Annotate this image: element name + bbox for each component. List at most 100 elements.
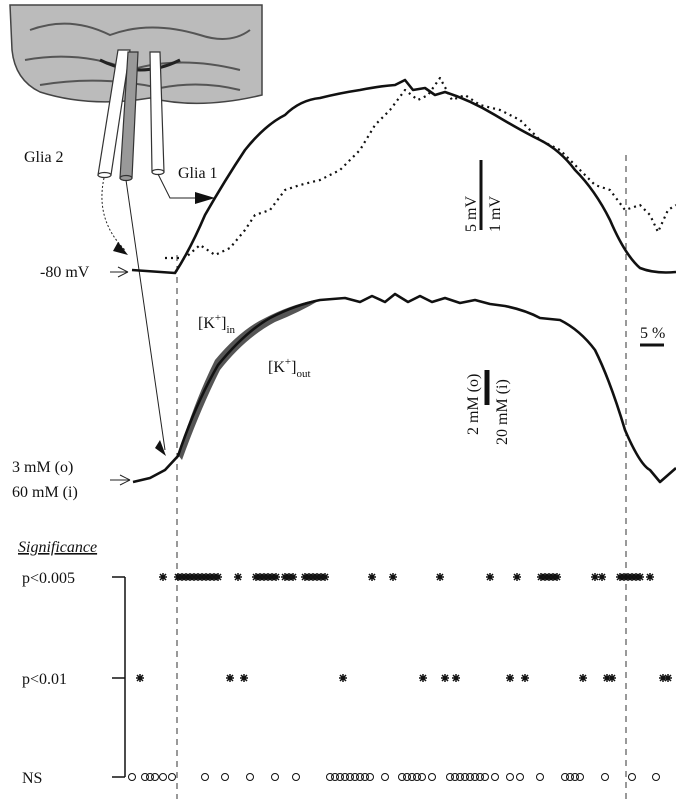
label: 1 mV [487,196,504,232]
connectors [101,173,205,486]
ns-circle [601,773,609,781]
ns-circle [201,773,209,781]
star [419,674,427,682]
arrow-head [155,440,166,456]
ns-circle [151,773,159,781]
ns-circle [366,773,374,781]
ns-circle [561,773,569,781]
ns-circle [516,773,524,781]
star [389,573,397,581]
ns-circle [398,773,406,781]
label: Glia 2 [24,149,64,166]
ns-circle [408,773,416,781]
k-trace [132,292,676,484]
ns-circle [446,773,454,781]
label: 5 mV [463,196,480,232]
ns-circle [576,773,584,781]
ns-circle [628,773,636,781]
ns-circle [351,773,359,781]
label: -80 mV [40,264,90,281]
ns-circle [246,773,254,781]
ns-circle [336,773,344,781]
star [136,674,144,682]
star [603,674,611,682]
ns-circle [418,773,426,781]
star [506,674,514,682]
ns-circle [141,773,149,781]
ns-circle [361,773,369,781]
glia2-trace [165,76,676,260]
star [452,674,460,682]
k-in-label: [K+]in [198,312,235,336]
ns-circle [331,773,339,781]
star [240,674,248,682]
arrow-head [195,192,215,204]
star [636,573,644,581]
star [646,573,654,581]
brain-sketch [9,4,263,182]
glia1-trace [131,78,676,275]
ns-circle [456,773,464,781]
ns-circle [356,773,364,781]
label: Glia 1 [178,165,218,182]
star [289,573,297,581]
ns-circle [461,773,469,781]
ns-circle [326,773,334,781]
ns-circle [451,773,459,781]
label: 3 mM (o) [12,459,73,476]
ns-circle [506,773,514,781]
ns-circle [221,773,229,781]
label: 2 mM (o) [465,374,482,435]
star [159,573,167,581]
star [321,573,329,581]
ns-circle [491,773,499,781]
ns-circle [466,773,474,781]
ns-circle [536,773,544,781]
star [513,573,521,581]
ns-circle [128,773,136,781]
level-label: p<0.01 [22,671,67,688]
ns-circle [146,773,154,781]
ns-circle [476,773,484,781]
ns-circle [271,773,279,781]
ns-circle [403,773,411,781]
star [339,674,347,682]
ns-circle [571,773,579,781]
star [659,674,667,682]
ns-circle [652,773,660,781]
star [521,674,529,682]
ns-circle [341,773,349,781]
level-label: NS [22,770,42,787]
ns-circle [428,773,436,781]
star [272,573,280,581]
sig-axis [112,576,126,778]
star [214,573,222,581]
ns-circle [292,773,300,781]
star [234,573,242,581]
ns-circle [346,773,354,781]
star [591,573,599,581]
star [436,573,444,581]
star [579,674,587,682]
k-out-label: [K+]out [268,356,311,380]
label: 60 mM (i) [12,484,78,501]
star [553,573,561,581]
significance-title: Significance [18,539,97,556]
star [226,674,234,682]
star [598,573,606,581]
ns-circle [413,773,421,781]
level-label: p<0.005 [22,570,75,587]
label: 5 % [640,325,665,342]
ns-circle [168,773,176,781]
significance-marks [128,573,672,781]
arrow-head [113,242,128,255]
ns-circle [566,773,574,781]
ns-circle [481,773,489,781]
ns-circle [381,773,389,781]
ns-circle [471,773,479,781]
star [486,573,494,581]
label: 20 mM (i) [494,379,511,445]
star [664,674,672,682]
ns-circle [159,773,167,781]
